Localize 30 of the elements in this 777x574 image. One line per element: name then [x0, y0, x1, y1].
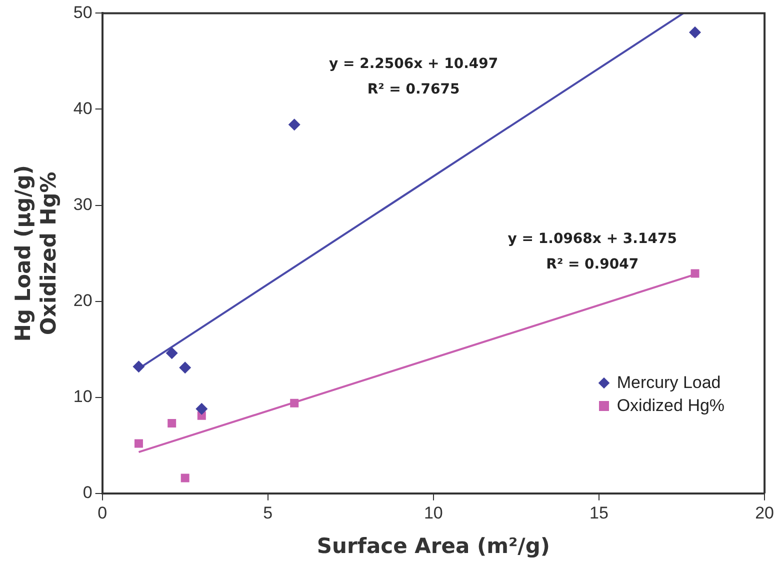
legend-label: Mercury Load — [616, 372, 721, 393]
point — [168, 419, 176, 428]
point — [134, 439, 143, 448]
x-tick-label: 10 — [424, 503, 443, 522]
x-tick-label: 5 — [263, 503, 273, 522]
x-tick-label: 15 — [590, 503, 608, 522]
point — [180, 474, 190, 482]
y-tick-label: 20 — [73, 291, 92, 310]
point — [689, 26, 702, 38]
annotation: y = 2.2506x + 10.497 — [328, 56, 498, 72]
point — [179, 362, 192, 374]
y-tick-label: 10 — [73, 387, 92, 406]
x-tick-label: 0 — [98, 503, 108, 522]
point — [690, 269, 700, 278]
point — [288, 118, 300, 131]
annotation: R² = 0.7675 — [367, 82, 460, 98]
x-tick-label: 20 — [755, 503, 774, 522]
point — [132, 360, 145, 373]
y-tick-label: 50 — [73, 2, 92, 22]
y-axis-title: Hg Load (μg/g) Oxidized Hg% — [11, 164, 60, 342]
point — [196, 402, 208, 415]
y-tick-label: 0 — [82, 483, 92, 502]
y-tick-label: 40 — [73, 98, 92, 118]
point — [290, 398, 299, 408]
legend-label: Oxidized Hg% — [616, 396, 725, 416]
y-tick-label: 30 — [73, 194, 92, 214]
x-axis-title: Surface Area (m²/g) — [316, 534, 550, 558]
annotation: y = 1.0968x + 3.1475 — [508, 231, 677, 248]
point — [166, 347, 178, 360]
annotation: R² = 0.9047 — [546, 256, 639, 272]
